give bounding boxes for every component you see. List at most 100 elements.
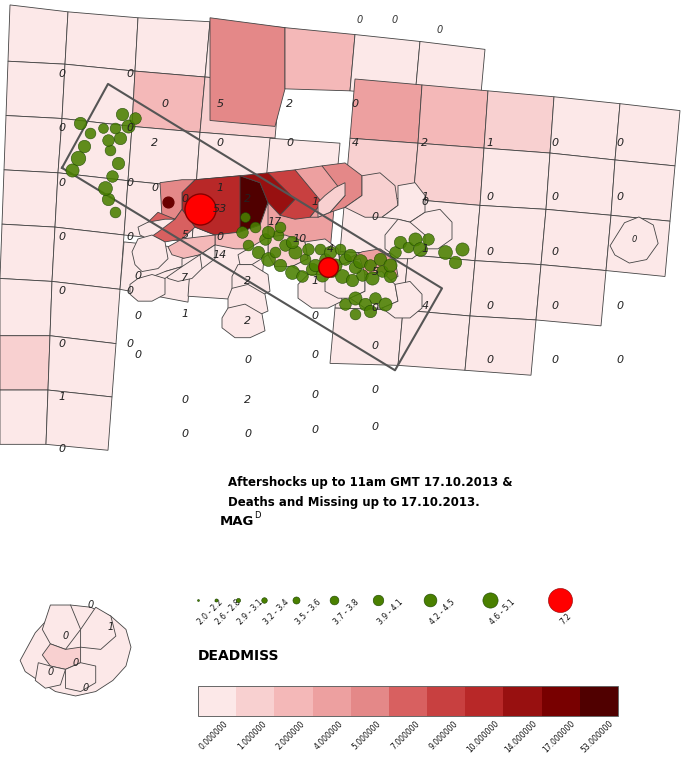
- Point: [249, 221, 260, 233]
- Text: 5.000000: 5.000000: [351, 719, 383, 751]
- Point: [423, 233, 433, 245]
- Bar: [274, 686, 313, 716]
- Text: 0: 0: [311, 425, 319, 435]
- Point: [117, 108, 128, 120]
- Polygon shape: [285, 28, 355, 91]
- Point: [243, 239, 254, 251]
- Point: [365, 259, 376, 271]
- Point: [324, 246, 335, 258]
- Point: [113, 157, 124, 169]
- Polygon shape: [65, 663, 95, 691]
- Point: [394, 236, 405, 248]
- Text: 53.000000: 53.000000: [580, 719, 616, 755]
- Text: 14.000000: 14.000000: [504, 719, 539, 754]
- Point: [306, 263, 317, 275]
- Polygon shape: [385, 219, 425, 259]
- Point: [100, 181, 111, 194]
- Polygon shape: [606, 215, 670, 276]
- Text: 0: 0: [486, 356, 493, 366]
- Text: 5: 5: [181, 230, 188, 240]
- Text: 0: 0: [421, 197, 429, 207]
- Point: [78, 140, 89, 152]
- Point: [260, 233, 271, 245]
- Text: 0: 0: [552, 247, 559, 257]
- Text: 0: 0: [552, 138, 559, 148]
- Text: 4: 4: [326, 243, 334, 254]
- Polygon shape: [484, 91, 554, 153]
- Text: 0: 0: [311, 350, 319, 360]
- Text: 0: 0: [58, 69, 65, 79]
- Text: 0: 0: [58, 339, 65, 349]
- Text: 3.2 - 3.4: 3.2 - 3.4: [262, 598, 291, 627]
- Point: [322, 260, 333, 273]
- Text: 0: 0: [58, 286, 65, 296]
- Point: [449, 256, 460, 268]
- Polygon shape: [132, 71, 205, 132]
- Text: 0: 0: [372, 385, 379, 395]
- Point: [376, 264, 387, 276]
- Polygon shape: [298, 274, 342, 308]
- Text: Aftershocks up to 11am GMT 17.10.2013 &: Aftershocks up to 11am GMT 17.10.2013 &: [228, 476, 513, 488]
- Polygon shape: [0, 390, 48, 445]
- Point: [262, 253, 273, 265]
- Text: 0: 0: [126, 339, 133, 349]
- Polygon shape: [268, 170, 322, 219]
- Point: [194, 204, 205, 216]
- Polygon shape: [160, 180, 195, 219]
- Point: [456, 243, 467, 255]
- Polygon shape: [43, 644, 80, 670]
- Polygon shape: [120, 242, 192, 302]
- Polygon shape: [128, 127, 200, 187]
- Text: 3.9 - 4.1: 3.9 - 4.1: [376, 598, 405, 627]
- Text: 0: 0: [631, 236, 637, 244]
- Text: 0: 0: [135, 271, 142, 282]
- Point: [102, 194, 113, 206]
- Text: 0: 0: [616, 138, 624, 148]
- Polygon shape: [238, 237, 268, 265]
- Text: 0: 0: [552, 356, 559, 366]
- Text: 0: 0: [181, 395, 188, 405]
- Polygon shape: [475, 205, 546, 265]
- Text: 0: 0: [216, 138, 223, 148]
- Point: [269, 246, 280, 258]
- Text: 1: 1: [58, 392, 65, 402]
- Point: [350, 308, 361, 320]
- Polygon shape: [335, 252, 408, 310]
- Polygon shape: [0, 279, 52, 336]
- Text: 0: 0: [616, 193, 624, 203]
- Text: 9.000000: 9.000000: [427, 719, 460, 751]
- Text: 0: 0: [486, 247, 493, 257]
- Text: 1: 1: [311, 197, 319, 207]
- Text: 0: 0: [126, 124, 133, 134]
- Polygon shape: [480, 148, 550, 210]
- Text: 7.000000: 7.000000: [389, 719, 421, 751]
- Text: 0: 0: [552, 193, 559, 203]
- Polygon shape: [222, 304, 265, 338]
- Polygon shape: [295, 166, 345, 217]
- Point: [163, 197, 174, 209]
- Polygon shape: [2, 170, 58, 227]
- Polygon shape: [182, 176, 268, 235]
- Text: DEADMISS: DEADMISS: [198, 649, 280, 663]
- Point: [328, 594, 339, 606]
- Bar: [198, 686, 618, 716]
- Point: [273, 229, 284, 241]
- Text: 0: 0: [372, 422, 379, 432]
- Text: 1: 1: [216, 183, 223, 193]
- Point: [232, 594, 243, 606]
- Point: [286, 266, 297, 278]
- Polygon shape: [470, 260, 541, 320]
- Text: 4.2 - 4.5: 4.2 - 4.5: [428, 598, 457, 627]
- Polygon shape: [210, 18, 285, 127]
- Text: 0: 0: [372, 340, 379, 351]
- Text: 0: 0: [135, 311, 142, 321]
- Polygon shape: [0, 336, 50, 390]
- Text: 0: 0: [616, 356, 624, 366]
- Text: 0: 0: [151, 183, 159, 193]
- Polygon shape: [418, 85, 488, 148]
- Polygon shape: [48, 336, 116, 397]
- Polygon shape: [4, 115, 62, 173]
- Point: [85, 127, 95, 140]
- Text: 0: 0: [372, 212, 379, 222]
- Text: 0: 0: [63, 631, 69, 641]
